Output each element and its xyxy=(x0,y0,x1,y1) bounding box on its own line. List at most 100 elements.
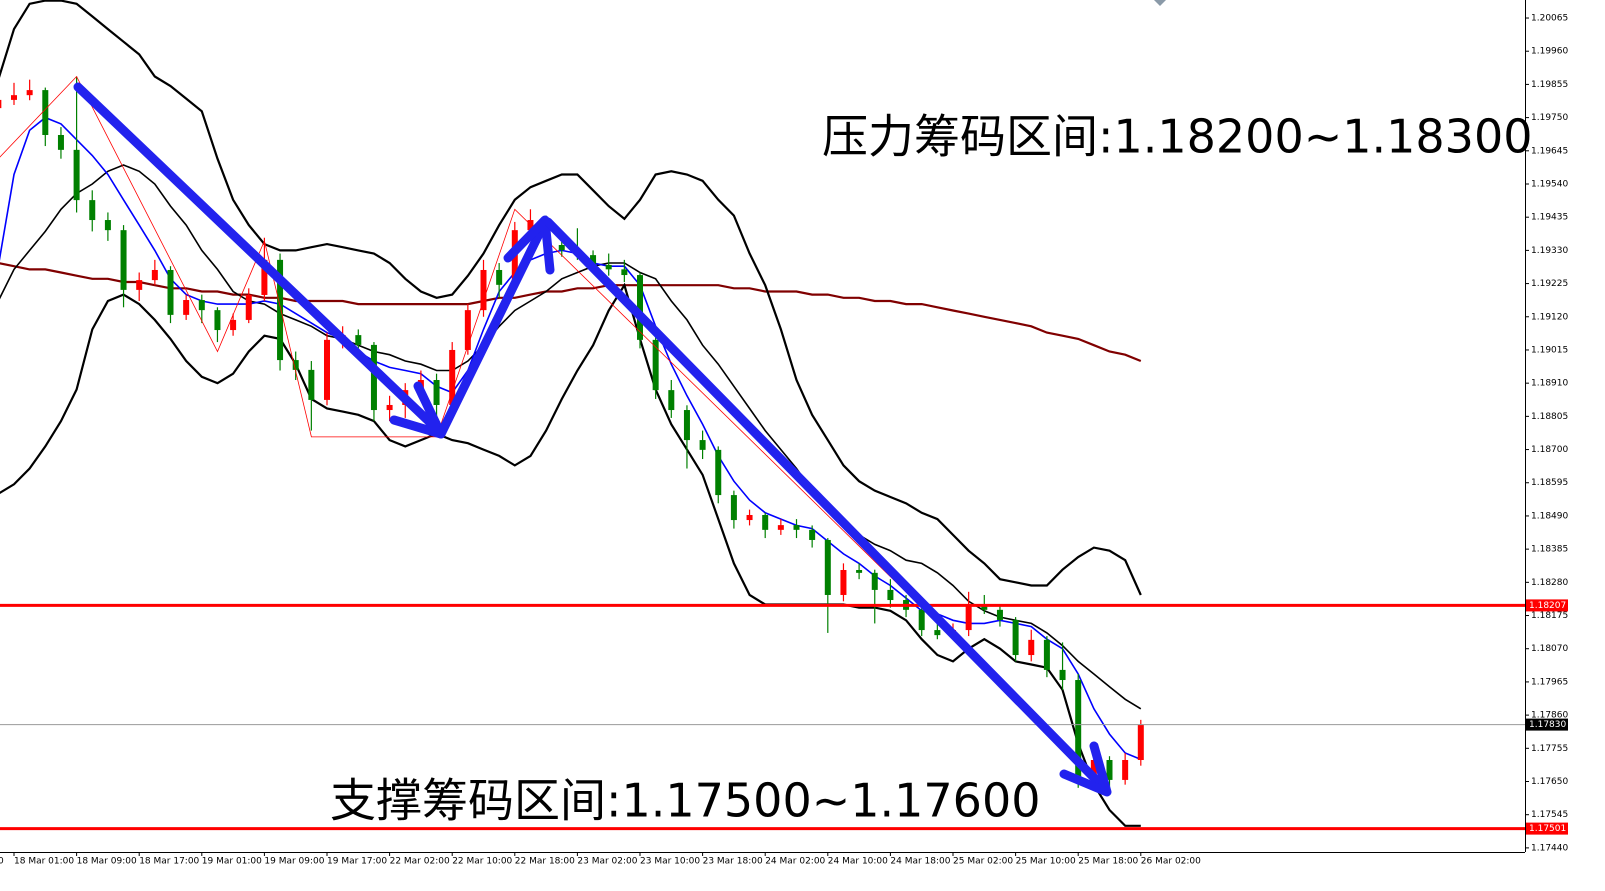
candle-body xyxy=(824,539,831,595)
candle-body xyxy=(621,269,628,276)
candle-body xyxy=(1075,680,1082,780)
y-tick-label: 1.17650 xyxy=(1531,777,1568,787)
candle-body xyxy=(558,245,565,251)
x-tick-label: 18 Mar 09:00 xyxy=(77,857,137,867)
price-label: 1.17501 xyxy=(1529,824,1566,834)
candle-body xyxy=(324,339,330,400)
arrow-up xyxy=(436,217,550,439)
y-tick-label: 1.18175 xyxy=(1531,611,1568,621)
x-tick-label: 19 Mar 09:00 xyxy=(264,857,324,867)
indicator-line xyxy=(0,164,1142,710)
candle-body xyxy=(1059,669,1066,681)
arrow-head xyxy=(1059,741,1112,797)
x-tick-label: 18 Mar 17:00 xyxy=(139,857,199,867)
y-tick-label: 1.19225 xyxy=(1531,279,1568,289)
candle-body xyxy=(89,200,96,221)
candle-body xyxy=(167,269,174,315)
price-box xyxy=(1526,599,1568,612)
candle-body xyxy=(1137,724,1144,761)
candle-body xyxy=(73,149,80,201)
candle-body xyxy=(214,310,221,331)
y-tick-label: 1.18280 xyxy=(1531,578,1568,588)
candle-body xyxy=(918,609,925,631)
x-tick-label: 26 Mar 02:00 xyxy=(1141,857,1201,867)
x-tick-label: 19 Mar 01:00 xyxy=(202,857,262,867)
y-tick-label: 1.19120 xyxy=(1531,312,1568,322)
y-tick-label: 1.18595 xyxy=(1531,478,1568,488)
y-tick-label: 1.17755 xyxy=(1531,744,1568,754)
candle-body xyxy=(1090,760,1097,780)
candle-body xyxy=(464,310,471,350)
candle-body xyxy=(699,440,706,450)
candle-body xyxy=(762,514,769,530)
x-tick-label: 22 Mar 10:00 xyxy=(452,857,512,867)
y-tick-label: 1.19540 xyxy=(1531,179,1568,189)
candle-body xyxy=(934,630,941,636)
indicator-line xyxy=(0,262,1142,363)
y-tick-label: 1.18385 xyxy=(1531,545,1568,555)
candle-body xyxy=(981,605,988,610)
candle-body xyxy=(245,294,252,320)
candle-body xyxy=(965,605,972,631)
candle-body xyxy=(746,514,753,521)
candle-body xyxy=(198,300,205,311)
indicator-line xyxy=(0,0,1142,596)
candle-body xyxy=(261,259,268,295)
x-tick-label: 24 Mar 10:00 xyxy=(828,857,888,867)
x-tick-label: 24 Mar 18:00 xyxy=(890,857,950,867)
candle-body xyxy=(1028,639,1035,656)
y-tick-label: 1.17545 xyxy=(1531,810,1568,820)
x-tick-label: 19 Mar 17:00 xyxy=(327,857,387,867)
candle-body xyxy=(26,90,33,96)
y-tick-label: 1.17860 xyxy=(1531,711,1568,721)
candle-body xyxy=(449,349,456,405)
x-tick-label: 22 Mar 18:00 xyxy=(515,857,575,867)
y-tick-label: 1.17440 xyxy=(1531,843,1568,853)
candle-body xyxy=(511,230,518,285)
y-tick-label: 1.18805 xyxy=(1531,412,1568,422)
x-tick-label: 24 Mar 02:00 xyxy=(765,857,825,867)
candle-body xyxy=(496,269,503,285)
x-tick-label: 23 Mar 10:00 xyxy=(640,857,700,867)
x-tick-label: 25 Mar 10:00 xyxy=(1016,857,1076,867)
candle-body xyxy=(480,269,487,311)
candle-body xyxy=(996,609,1003,620)
marker xyxy=(1154,0,1166,6)
x-tick-label: 25 Mar 02:00 xyxy=(953,857,1013,867)
candle-body xyxy=(793,525,800,530)
x-tick-label: 25 Mar 18:00 xyxy=(1078,857,1138,867)
candle-body xyxy=(104,220,111,231)
y-tick-label: 1.17965 xyxy=(1531,677,1568,687)
candle-body xyxy=(1012,619,1019,656)
x-tick-label: 22 Mar 02:00 xyxy=(390,857,450,867)
candle-body xyxy=(668,390,675,411)
candle-body xyxy=(887,589,894,601)
y-tick-label: 1.19960 xyxy=(1531,47,1568,57)
y-tick-label: 1.18910 xyxy=(1531,379,1568,389)
candle-body xyxy=(230,319,237,331)
x-tick-label: 18 Mar 01:00 xyxy=(14,857,74,867)
candle-body xyxy=(652,339,659,391)
candle-body xyxy=(590,255,597,265)
candle-body xyxy=(151,269,158,281)
candle-body xyxy=(355,335,362,345)
annotation: 压力筹码区间:1.18200~1.18300 xyxy=(822,110,1532,164)
candle-body xyxy=(183,300,190,315)
candle-body xyxy=(120,230,127,290)
price-box xyxy=(1526,718,1568,731)
candle-body xyxy=(840,570,847,595)
candle-body xyxy=(292,360,299,370)
candle-body xyxy=(386,404,393,411)
candle-body xyxy=(0,99,2,109)
price-box xyxy=(1526,822,1568,835)
candle-body xyxy=(871,572,878,590)
candle-body xyxy=(42,90,49,135)
arrow-down xyxy=(543,217,1111,795)
candle-body xyxy=(57,134,64,150)
y-tick-label: 1.18070 xyxy=(1531,644,1568,654)
candle-body xyxy=(1106,760,1113,780)
y-tick-label: 1.20065 xyxy=(1531,14,1568,24)
y-tick-label: 1.19750 xyxy=(1531,113,1568,123)
candle-body xyxy=(1043,639,1050,670)
